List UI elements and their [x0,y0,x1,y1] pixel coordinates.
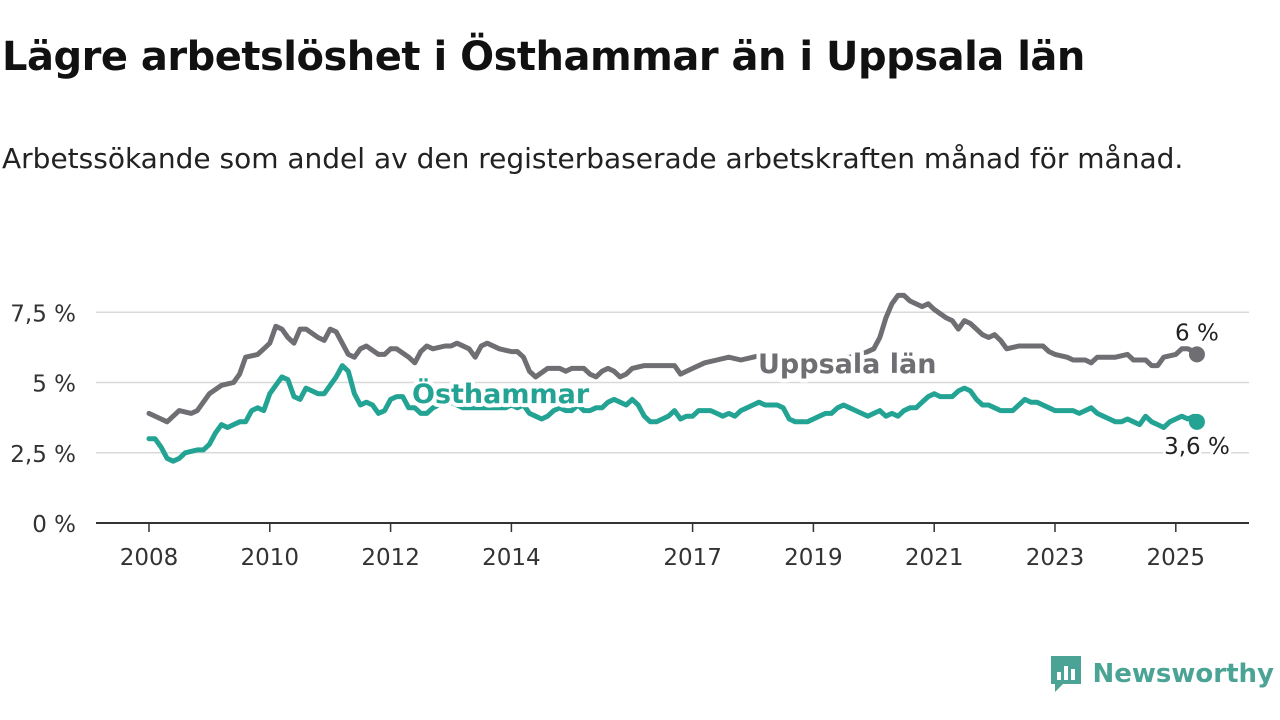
end-marker-uppsala-lan [1188,346,1205,363]
series-line-osthammar [146,363,1200,464]
chart-subtitle: Arbetssökande som andel av den registerb… [2,142,1184,175]
x-tick-label: 2008 [120,545,179,571]
newsworthy-logo: Newsworthy [1049,654,1274,694]
x-tick-label: 2014 [482,545,541,571]
y-tick-label: 5 % [32,372,76,398]
x-axis: 2008 2010 2012 2014 2017 2019 2021 2023 2025 [120,523,1205,571]
series-labels: Uppsala län Östhammar 6 % 3,6 % [408,317,1233,462]
series-label-osthammar: Östhammar [412,377,590,410]
chart-title: Lägre arbetslöshet i Östhammar än i Upps… [2,34,1085,80]
end-value-label-uppsala-lan: 6 % [1175,320,1219,346]
x-tick-label: 2012 [361,545,420,571]
brand-name: Newsworthy [1092,659,1274,689]
y-axis: 0 % 2,5 % 5 % 7,5 % [10,301,76,538]
end-value-label-osthammar: 3,6 % [1164,434,1230,460]
x-tick-label: 2021 [905,545,964,571]
newsworthy-icon [1050,656,1081,692]
grid-lines [96,311,1249,454]
series-label-uppsala-lan: Uppsala län [758,349,936,380]
end-marker-osthammar [1188,413,1205,430]
series-line-uppsala-lan [146,292,1200,425]
x-tick-label: 2017 [663,545,722,571]
y-tick-label: 0 % [32,512,76,538]
x-tick-label: 2019 [784,545,843,571]
x-tick-label: 2010 [241,545,300,571]
series-lines [146,292,1200,464]
x-tick-label: 2023 [1026,545,1085,571]
x-tick-label: 2025 [1147,545,1206,571]
y-tick-label: 7,5 % [10,301,76,327]
y-tick-label: 2,5 % [10,442,76,468]
line-chart: 0 % 2,5 % 5 % 7,5 % 2008 2010 2012 2014 2017 201… [10,292,1249,571]
